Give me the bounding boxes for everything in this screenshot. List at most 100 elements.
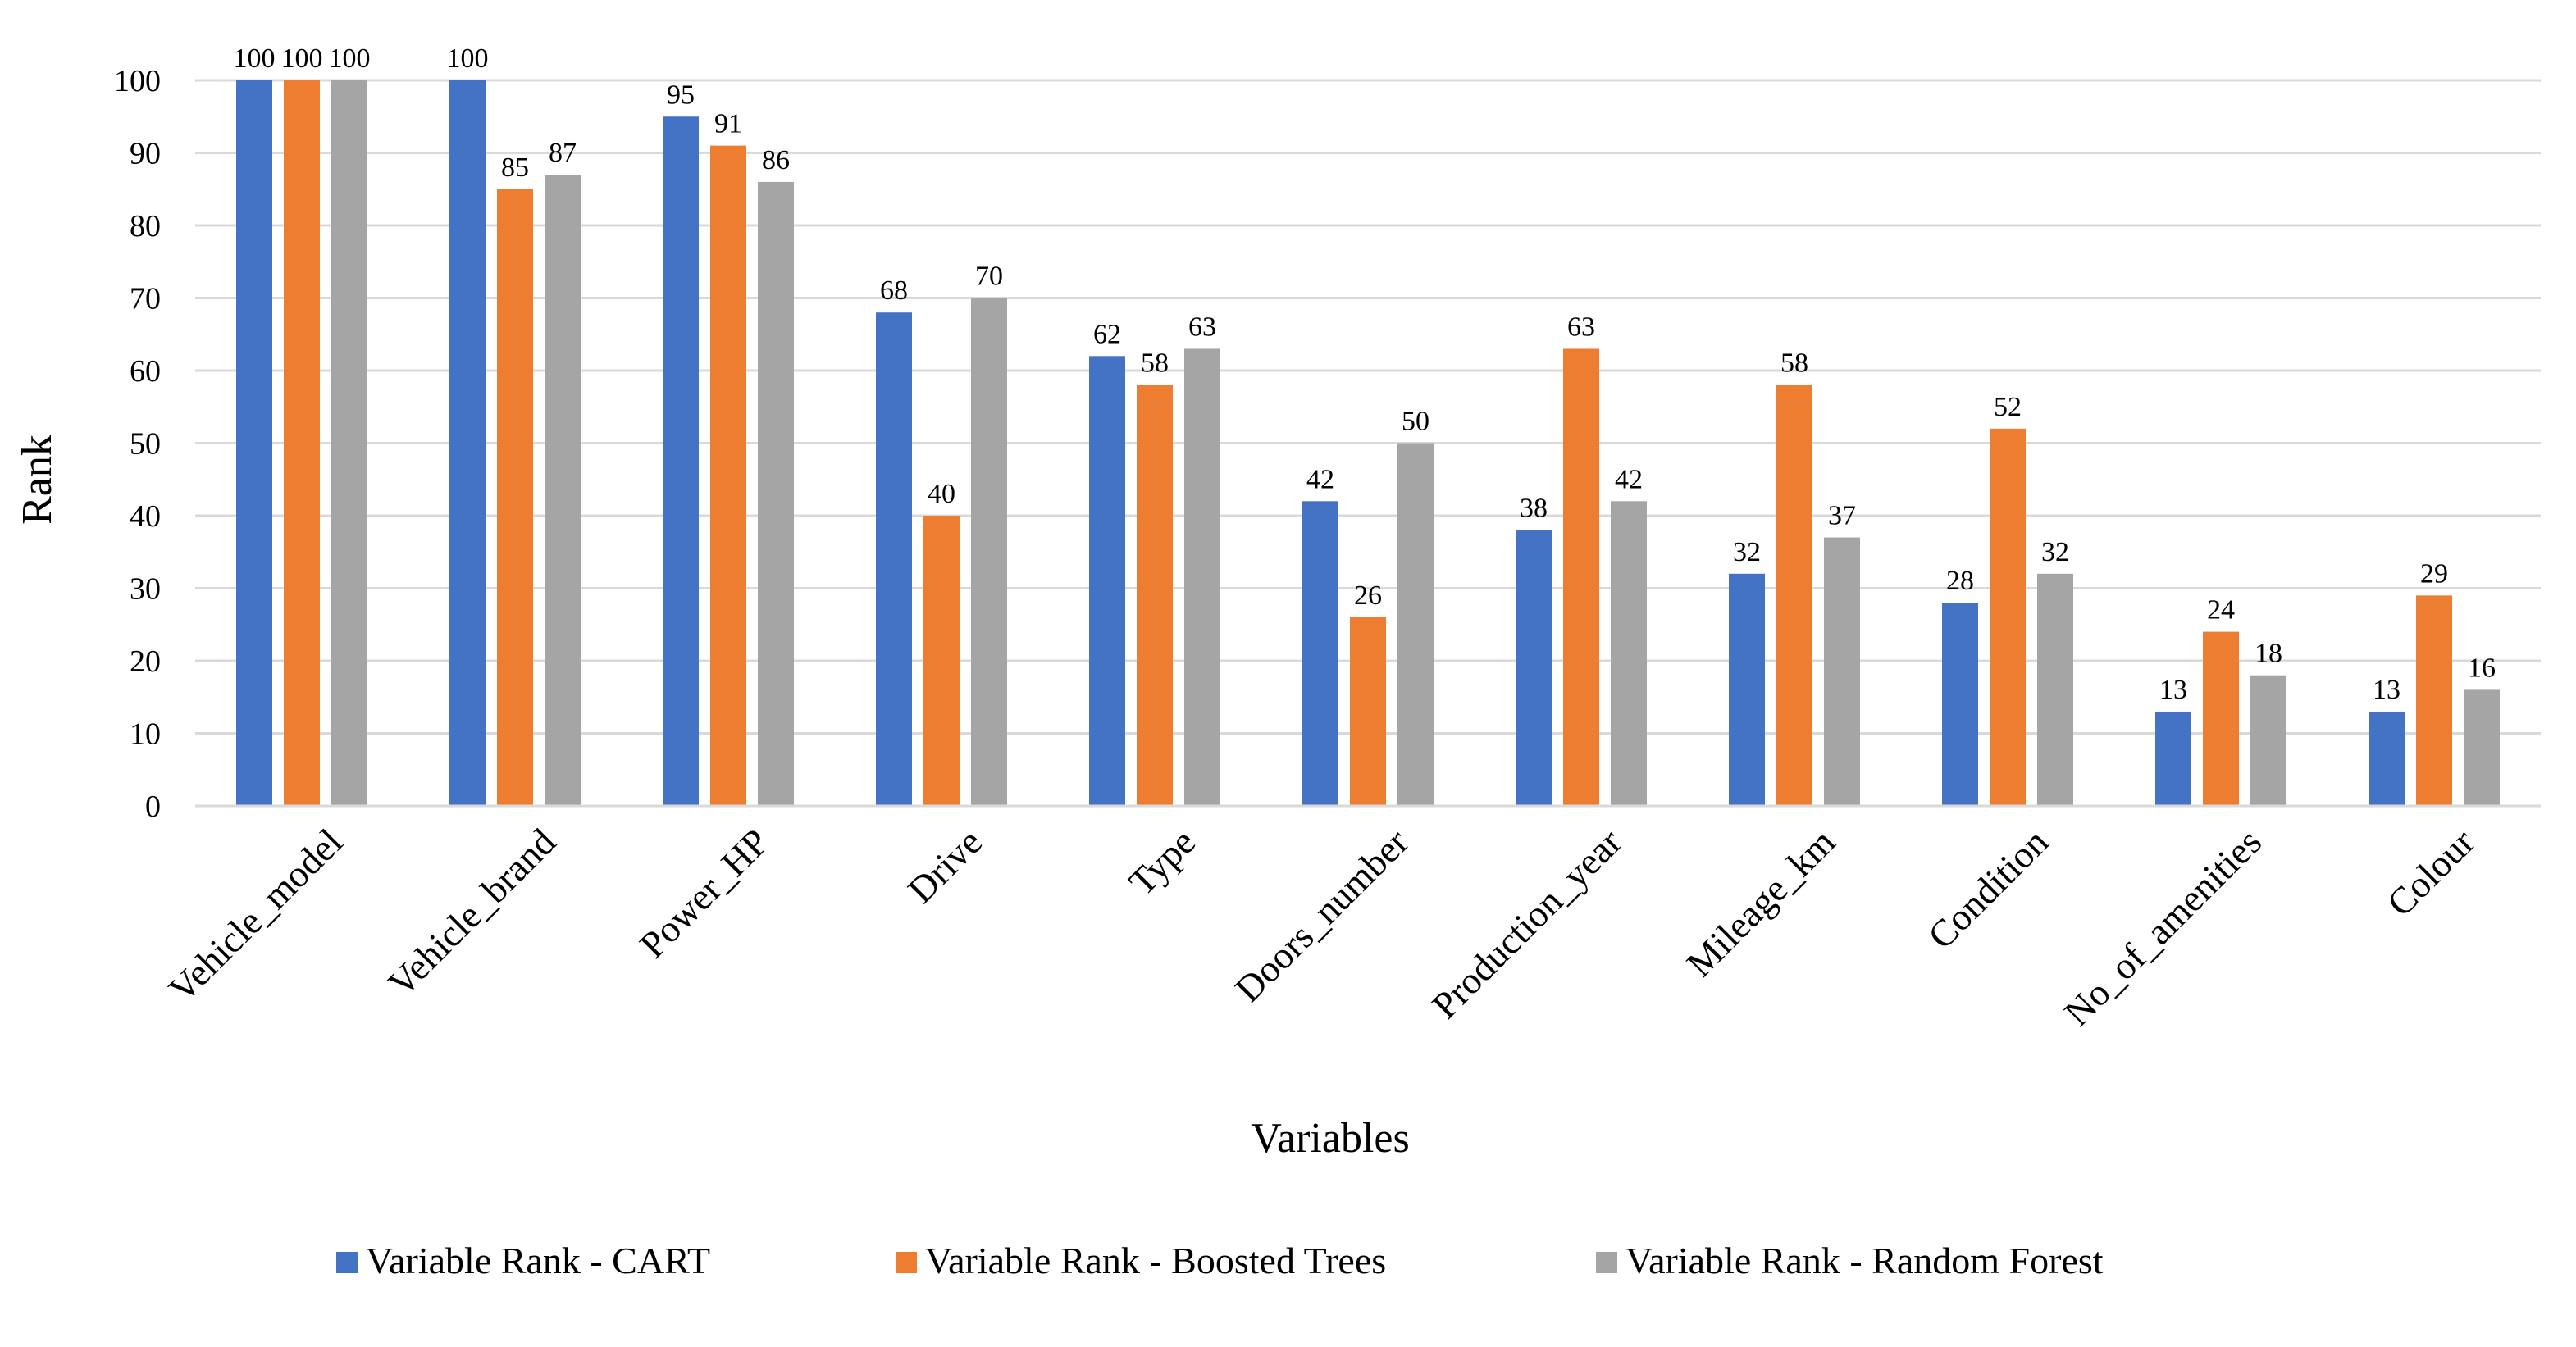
- y-axis-title: Rank: [14, 435, 61, 525]
- y-tick-label: 100: [114, 64, 161, 98]
- bar: [1397, 443, 1434, 806]
- data-label: 26: [1354, 580, 1382, 611]
- x-tick-label: Condition: [1920, 821, 2056, 957]
- x-axis-title: Variables: [1251, 1115, 1409, 1162]
- data-label: 40: [928, 479, 955, 509]
- bar: [876, 312, 912, 806]
- bar: [497, 189, 533, 806]
- data-label: 63: [1567, 312, 1595, 342]
- bar: [449, 80, 486, 806]
- data-label: 100: [447, 43, 489, 74]
- x-tick-label: Production_year: [1424, 821, 1630, 1026]
- data-label: 24: [2207, 595, 2235, 626]
- data-label: 100: [234, 43, 276, 74]
- bar: [2416, 595, 2452, 806]
- data-label: 28: [1946, 566, 1974, 596]
- bar: [284, 80, 320, 806]
- data-label: 52: [1994, 392, 2022, 422]
- data-label: 100: [329, 43, 371, 74]
- bar: [1990, 428, 2026, 806]
- legend-swatch: [1596, 1252, 1617, 1273]
- data-label: 58: [1780, 348, 1808, 379]
- x-tick-label: Vehicle_brand: [380, 821, 563, 1004]
- x-tick-label: Colour: [2379, 821, 2483, 924]
- data-label: 58: [1141, 348, 1169, 379]
- x-tick-label: Power_HP: [631, 821, 777, 966]
- y-tick-label: 10: [130, 717, 161, 752]
- bar: [2037, 573, 2073, 806]
- data-label: 42: [1615, 464, 1643, 494]
- data-label: 85: [501, 152, 529, 183]
- data-label: 18: [2255, 639, 2282, 669]
- data-label: 95: [667, 80, 695, 110]
- bar: [2464, 689, 2500, 806]
- bar: [971, 298, 1007, 806]
- bar: [1824, 537, 1860, 806]
- y-tick-label: 60: [130, 354, 161, 389]
- data-label: 62: [1093, 319, 1121, 349]
- y-tick-label: 50: [130, 427, 161, 462]
- data-label: 50: [1402, 407, 1429, 437]
- data-label: 38: [1520, 494, 1548, 524]
- data-label: 42: [1306, 464, 1334, 494]
- bar: [710, 145, 746, 806]
- y-tick-label: 70: [130, 282, 161, 316]
- bar: [331, 80, 367, 806]
- y-tick-label: 90: [130, 137, 161, 171]
- bar: [1563, 348, 1599, 806]
- bar: [1089, 356, 1125, 806]
- data-label: 13: [2159, 675, 2187, 705]
- y-tick-label: 40: [130, 499, 161, 534]
- x-tick-label: No_of_amenities: [2056, 821, 2269, 1034]
- bar: [663, 116, 699, 806]
- data-label: 86: [762, 145, 790, 175]
- bar: [2203, 631, 2239, 806]
- legend-swatch: [336, 1252, 358, 1273]
- x-tick-label: Doors_number: [1227, 821, 1416, 1010]
- data-label: 13: [2373, 675, 2400, 705]
- data-label: 100: [281, 43, 323, 74]
- bar: [1350, 617, 1386, 806]
- bar: [1302, 501, 1338, 806]
- x-tick-label: Mileage_km: [1679, 821, 1844, 985]
- data-label: 70: [975, 262, 1003, 292]
- data-label: 87: [549, 138, 577, 168]
- bar: [1611, 501, 1647, 806]
- gridlines: [195, 79, 2541, 735]
- legend: Variable Rank - CART Variable Rank - Boos…: [336, 1240, 2104, 1281]
- bar: [236, 80, 272, 806]
- bar: [758, 181, 794, 806]
- legend-label: Variable Rank - CART: [366, 1240, 710, 1281]
- data-label: 68: [880, 275, 908, 306]
- x-tick-label: Drive: [900, 821, 990, 911]
- y-tick-label: 0: [145, 790, 161, 824]
- bar: [1137, 385, 1173, 806]
- x-tick-label: Vehicle_model: [161, 821, 350, 1010]
- bar: [1776, 385, 1812, 806]
- data-label: 91: [714, 109, 742, 139]
- bar: [1184, 348, 1220, 806]
- bar: [2155, 711, 2191, 806]
- legend-swatch: [896, 1252, 917, 1273]
- y-tick-label: 20: [130, 644, 161, 679]
- data-label: 32: [1733, 537, 1761, 567]
- data-label: 29: [2420, 558, 2448, 589]
- legend-label: Variable Rank - Random Forest: [1625, 1240, 2104, 1281]
- bar: [2369, 711, 2405, 806]
- bars: [236, 80, 2500, 807]
- bar: [2250, 675, 2286, 806]
- bar: [1516, 530, 1552, 806]
- data-label: 63: [1188, 312, 1216, 342]
- bar: [923, 516, 960, 806]
- bar: [1729, 573, 1765, 806]
- y-tick-label: 80: [130, 209, 161, 243]
- bar: [545, 175, 581, 807]
- bar: [1942, 603, 1978, 806]
- y-tick-label: 30: [130, 572, 161, 607]
- data-label: 16: [2468, 653, 2496, 683]
- data-label: 32: [2041, 537, 2069, 567]
- data-label: 37: [1828, 501, 1856, 531]
